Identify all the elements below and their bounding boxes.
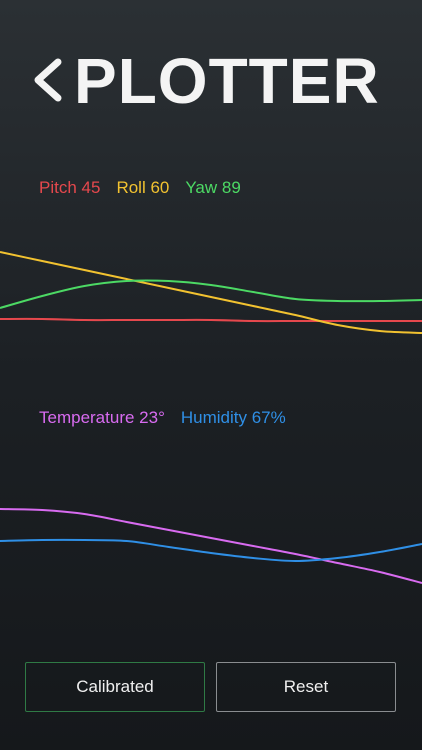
legend-entry: Roll 60 [116,178,170,197]
legend-entry: Yaw 89 [185,178,241,197]
legend: Temperature 23° Humidity 67% [39,408,286,428]
plots [0,251,422,584]
title: PLOTTER [74,45,380,117]
legend-entry: Pitch 45 [39,178,101,197]
legend-entry: Temperature 23° [39,408,165,427]
series-line [0,317,422,323]
calibrate-button[interactable]: Calibrated [25,662,205,712]
series-line [0,279,422,309]
series-line [0,508,422,584]
legend-entry: Humidity 67% [180,408,286,427]
series-line [0,251,422,334]
legend: Pitch 45 Roll 60 Yaw 89 [39,178,241,198]
reset-button[interactable]: Reset [216,662,396,712]
series-line [0,538,422,563]
back-chevron[interactable] [32,58,64,102]
